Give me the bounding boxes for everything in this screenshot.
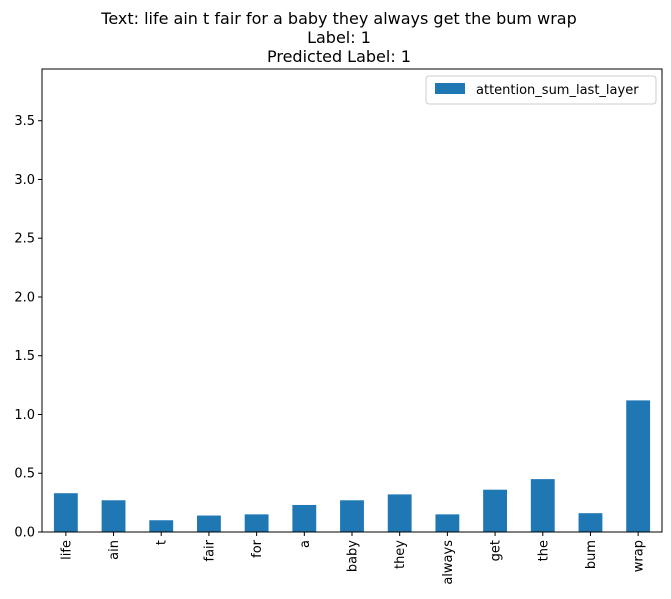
x-axis: life ain t fair for a baby they always get the bum w… bbox=[59, 532, 647, 585]
x-tick-label-get: get bbox=[489, 540, 504, 561]
bar-always bbox=[435, 514, 460, 532]
bar-fair bbox=[197, 515, 221, 532]
bar-the bbox=[530, 479, 555, 532]
x-tick-label-for: for bbox=[250, 539, 265, 558]
bar-wrap bbox=[626, 400, 651, 532]
x-tick-label-they: they bbox=[393, 540, 408, 569]
x-tick-label-bum: bum bbox=[584, 540, 599, 569]
x-tick-label-the: the bbox=[536, 540, 551, 561]
bar-bum bbox=[578, 513, 603, 532]
bar-a bbox=[292, 504, 317, 532]
y-tick-label: 3.0 bbox=[14, 173, 35, 188]
bar-for bbox=[244, 514, 269, 532]
y-tick-label: 1.5 bbox=[14, 349, 35, 364]
legend-frame bbox=[425, 75, 657, 105]
bar-baby bbox=[340, 500, 364, 532]
bar-ain bbox=[101, 500, 126, 532]
legend-label: attention_sum_last_layer bbox=[476, 83, 639, 98]
y-axis: 0.0 0.5 1.0 1.5 2.0 2.5 3.0 3.5 bbox=[14, 114, 42, 541]
x-tick-label-baby: baby bbox=[346, 540, 361, 572]
bar-get bbox=[483, 489, 507, 532]
bar-they bbox=[387, 494, 412, 532]
title-line-2: Label: 1 bbox=[307, 28, 371, 47]
legend: attention_sum_last_layer bbox=[425, 75, 657, 105]
bars-group bbox=[53, 400, 651, 532]
legend-swatch bbox=[435, 83, 465, 94]
x-tick-label-a: a bbox=[298, 540, 313, 548]
y-tick-label: 2.0 bbox=[14, 290, 35, 305]
y-tick-label: 2.5 bbox=[14, 232, 35, 247]
x-tick-label-life: life bbox=[59, 540, 74, 560]
x-tick-label-fair: fair bbox=[202, 539, 217, 561]
bar-t bbox=[149, 520, 174, 532]
chart-title: Text: life ain t fair for a baby they al… bbox=[100, 9, 576, 66]
y-tick-label: 3.5 bbox=[14, 114, 35, 129]
x-tick-label-wrap: wrap bbox=[632, 540, 647, 572]
x-tick-label-ain: ain bbox=[107, 540, 122, 560]
y-tick-label: 0.5 bbox=[14, 467, 35, 482]
plot-area-background bbox=[42, 69, 662, 532]
y-tick-label: 0.0 bbox=[14, 526, 35, 541]
bar-life bbox=[53, 493, 78, 532]
y-tick-label: 1.0 bbox=[14, 408, 35, 423]
x-tick-label-t: t bbox=[155, 540, 170, 545]
x-tick-label-always: always bbox=[441, 540, 456, 585]
plot-frame bbox=[41, 68, 663, 533]
title-line-1: Text: life ain t fair for a baby they al… bbox=[100, 9, 576, 28]
title-line-3: Predicted Label: 1 bbox=[267, 47, 411, 66]
